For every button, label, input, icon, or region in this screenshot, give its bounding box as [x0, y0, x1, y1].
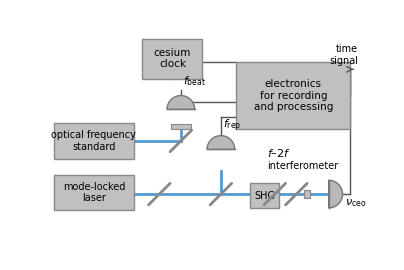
Text: $\nu_{\mathregular{ceo}}$: $\nu_{\mathregular{ceo}}$ — [345, 197, 366, 209]
Text: mode-locked
laser: mode-locked laser — [63, 182, 125, 203]
Wedge shape — [207, 136, 235, 149]
Wedge shape — [167, 96, 195, 109]
Bar — [250, 183, 280, 208]
Bar — [304, 190, 310, 198]
Bar — [236, 62, 350, 129]
Text: $f$–$2f$: $f$–$2f$ — [267, 147, 291, 160]
Bar — [54, 123, 134, 159]
Text: optical frequency
standard: optical frequency standard — [51, 130, 136, 152]
Bar — [54, 175, 134, 210]
Text: electronics
for recording
and processing: electronics for recording and processing — [254, 79, 333, 112]
Text: time
signal: time signal — [329, 44, 358, 66]
Text: interferometer: interferometer — [267, 161, 339, 171]
Bar — [142, 39, 202, 79]
Text: $f_{\mathregular{rep}}$: $f_{\mathregular{rep}}$ — [223, 118, 242, 134]
Bar — [171, 124, 191, 129]
Wedge shape — [329, 180, 343, 208]
Text: SHG: SHG — [254, 191, 275, 201]
Text: $f_{\mathregular{beat}}$: $f_{\mathregular{beat}}$ — [183, 74, 206, 88]
Text: cesium
clock: cesium clock — [154, 48, 191, 69]
